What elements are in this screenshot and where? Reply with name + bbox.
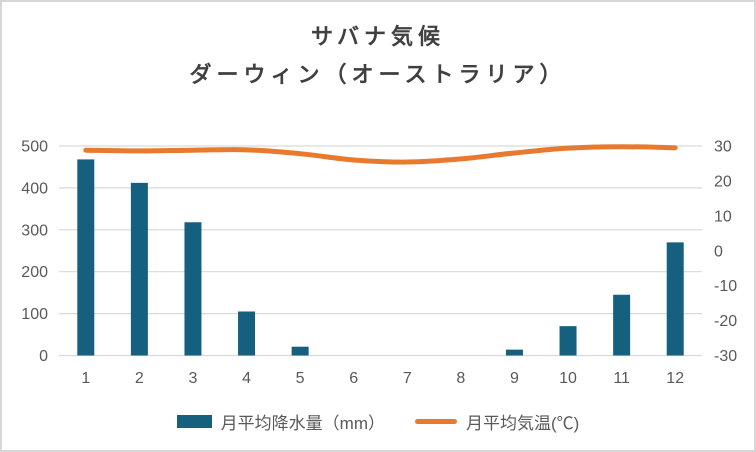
left-axis-tick-label: 300 [21, 222, 48, 239]
precipitation-bar [77, 159, 95, 356]
x-axis-tick-label: 11 [613, 370, 630, 387]
legend-item-temperature: 月平均気温(℃) [415, 409, 579, 434]
right-axis-tick-label: 10 [714, 208, 732, 225]
precipitation-bar [291, 346, 309, 356]
right-axis-tick-label: -10 [714, 278, 737, 295]
legend-precipitation-label: 月平均降水量（mm） [220, 414, 385, 433]
right-axis-tick-label: 30 [714, 139, 732, 156]
precipitation-bar [505, 349, 523, 356]
x-axis-tick-label: 12 [666, 370, 684, 387]
left-axis-tick-label: 200 [21, 264, 48, 281]
chart-legend: 月平均降水量（mm） 月平均気温(℃) [2, 409, 754, 434]
precipitation-bar [184, 222, 202, 356]
precipitation-bar [130, 182, 148, 356]
precipitation-bar [559, 326, 577, 356]
right-axis-tick-label: 20 [714, 173, 732, 190]
left-axis-tick-label: 500 [21, 139, 48, 156]
legend-item-precipitation: 月平均降水量（mm） [176, 409, 385, 434]
legend-temperature-label: 月平均気温(℃) [466, 414, 580, 433]
precipitation-bar [613, 294, 631, 356]
x-axis-tick-label: 3 [189, 370, 198, 387]
left-axis-tick-label: 400 [21, 180, 48, 197]
precipitation-bar [238, 311, 256, 356]
precipitation-bar [666, 242, 684, 356]
right-axis-tick-label: 0 [714, 243, 723, 260]
x-axis-tick-label: 6 [349, 370, 358, 387]
x-axis-tick-label: 4 [242, 370, 251, 387]
x-axis-tick-label: 7 [403, 370, 412, 387]
temperature-line [83, 144, 678, 165]
x-axis-tick-label: 5 [296, 370, 305, 387]
x-axis-tick-label: 1 [81, 370, 90, 387]
x-axis-tick-label: 9 [510, 370, 519, 387]
x-axis-tick-label: 2 [135, 370, 144, 387]
right-axis-tick-label: -30 [714, 348, 737, 365]
left-axis-tick-label: 100 [21, 306, 48, 323]
x-axis-tick-label: 8 [456, 370, 465, 387]
right-axis-tick-label: -20 [714, 313, 737, 330]
chart-subtitle: ダーウィン（オーストラリア） [189, 62, 567, 87]
temperature-line-swatch-icon [415, 419, 457, 424]
precipitation-bar-swatch-icon [176, 415, 212, 428]
chart-title: サバナ気候 [310, 24, 446, 49]
x-axis-tick-label: 10 [559, 370, 577, 387]
left-axis-tick-label: 0 [39, 348, 48, 365]
